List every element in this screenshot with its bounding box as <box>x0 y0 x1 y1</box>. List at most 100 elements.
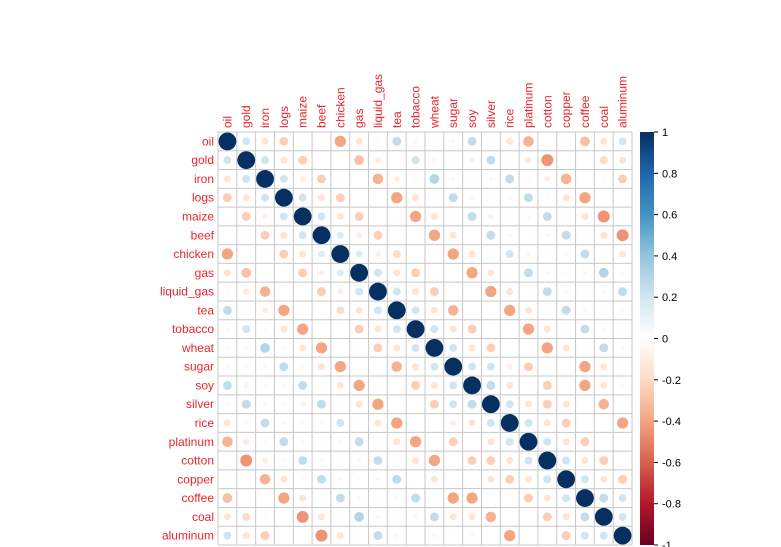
corr-circle-copper-maize <box>301 477 305 481</box>
corr-circle-tea-coffee <box>582 308 587 313</box>
corr-circle-wheat-maize <box>299 344 307 352</box>
corr-circle-iron-rice <box>505 174 515 184</box>
corr-circle-logs-tea <box>391 192 403 204</box>
corr-circle-rice-maize <box>301 421 305 425</box>
corr-circle-silver-logs <box>282 402 286 406</box>
corr-circle-copper-coffee <box>580 475 589 484</box>
corr-circle-oil-soy <box>467 136 477 146</box>
corr-circle-gas-tea <box>393 269 401 277</box>
corr-circle-tobacco-tea <box>392 325 401 334</box>
corr-circle-rice-gas <box>357 421 361 425</box>
corr-circle-platinum-maize <box>300 439 305 444</box>
col-label-cotton: cotton <box>540 95 554 128</box>
corr-circle-tea-copper <box>561 305 571 315</box>
corr-circle-beef-platinum <box>527 233 530 237</box>
corr-circle-maize-oil <box>226 215 229 218</box>
corr-circle-platinum-silver <box>487 438 495 446</box>
corr-circle-iron-oil <box>223 175 231 183</box>
corr-circle-copper-aluminum <box>618 474 628 484</box>
row-label-logs: logs <box>192 191 214 205</box>
corr-circle-copper-copper <box>557 470 576 489</box>
corr-circle-gold-logs <box>280 156 288 164</box>
corr-circle-chicken-coffee <box>580 249 590 259</box>
corr-circle-rice-liquid_gas <box>374 419 382 427</box>
corr-circle-maize-copper <box>564 214 568 219</box>
corr-circle-tea-platinum <box>525 306 532 314</box>
corr-circle-beef-coffee <box>583 233 587 237</box>
corr-circle-platinum-liquid_gas <box>376 440 380 444</box>
corr-circle-logs-platinum <box>524 193 533 203</box>
corr-circle-sugar-tobacco <box>412 363 420 371</box>
corr-circle-platinum-chicken <box>338 439 343 444</box>
corr-circle-chicken-copper <box>564 252 569 257</box>
corr-circle-maize-coffee <box>581 213 589 220</box>
corr-circle-platinum-soy <box>470 440 474 444</box>
corr-circle-tea-aluminum <box>620 308 625 313</box>
corr-circle-soy-tobacco <box>411 380 421 390</box>
corr-circle-cotton-chicken <box>339 459 342 462</box>
col-label-iron: iron <box>258 108 272 128</box>
corr-circle-gas-aluminum <box>621 271 625 275</box>
corr-circle-logs-gold <box>242 194 250 202</box>
corr-circle-oil-tea <box>392 136 402 146</box>
row-label-gas: gas <box>195 266 214 280</box>
corr-circle-coffee-cotton <box>543 494 551 502</box>
corr-circle-rice-oil <box>223 419 231 427</box>
colorbar-tick-label: 1 <box>662 127 668 139</box>
corr-circle-oil-gas <box>355 137 363 145</box>
corr-circle-iron-logs <box>279 174 288 183</box>
corr-circle-soy-iron <box>263 383 267 387</box>
corr-circle-copper-iron <box>259 474 271 485</box>
corr-circle-chicken-chicken <box>331 245 350 263</box>
corr-circle-iron-silver <box>488 176 493 181</box>
corr-circle-rice-silver <box>486 418 495 427</box>
col-label-tobacco: tobacco <box>409 86 423 128</box>
corr-circle-rice-copper <box>561 418 571 428</box>
corr-circle-iron-coal <box>602 177 606 181</box>
corr-circle-silver-cotton <box>542 399 552 409</box>
corr-circle-beef-cotton <box>545 233 550 238</box>
corr-circle-liquid_gas-beef <box>317 287 326 297</box>
corr-circle-liquid_gas-platinum <box>527 290 530 293</box>
corr-circle-sugar-gold <box>244 365 248 369</box>
corr-circle-chicken-cotton <box>546 252 549 256</box>
corr-circle-gold-iron <box>261 156 270 165</box>
colorbar-gradient <box>640 132 654 545</box>
corr-circle-iron-wheat <box>429 174 440 184</box>
corr-circle-beef-soy <box>470 233 474 237</box>
corr-circle-liquid_gas-iron <box>259 286 271 297</box>
corr-circle-oil-aluminum <box>618 137 627 146</box>
corr-circle-soy-rice <box>506 381 514 389</box>
corr-circle-coal-maize <box>296 510 309 523</box>
corr-circle-coal-oil <box>223 513 231 521</box>
col-label-copper: copper <box>559 91 573 128</box>
corr-circle-sugar-aluminum <box>621 365 624 368</box>
corr-circle-tea-logs <box>278 304 290 316</box>
corr-circle-aluminum-wheat <box>432 533 437 538</box>
corr-circle-gas-beef <box>318 269 325 276</box>
corr-circle-maize-gold <box>241 212 251 221</box>
corr-circle-beef-sugar <box>449 231 457 239</box>
corr-circle-sugar-soy <box>468 362 477 371</box>
corr-circle-gold-tobacco <box>411 156 420 165</box>
corr-circle-copper-tea <box>392 474 402 484</box>
corr-circle-soy-soy <box>463 376 481 395</box>
corr-circle-maize-soy <box>467 212 477 221</box>
corr-circle-coffee-soy <box>466 492 478 504</box>
corr-circle-wheat-tobacco <box>411 343 420 352</box>
col-label-beef: beef <box>315 104 329 128</box>
corr-circle-tobacco-logs <box>280 325 288 333</box>
corr-circle-logs-iron <box>261 193 270 202</box>
row-label-maize: maize <box>182 209 214 223</box>
corr-circle-silver-maize <box>300 401 306 407</box>
corr-circle-rice-sugar <box>450 420 457 426</box>
corr-circle-maize-beef <box>317 212 326 221</box>
corr-circle-cotton-gas <box>357 458 362 463</box>
corr-circle-oil-chicken <box>334 135 346 148</box>
corr-circle-cotton-soy <box>467 456 477 465</box>
corr-circle-wheat-coffee <box>583 346 587 350</box>
corr-circle-copper-chicken <box>338 477 343 482</box>
corr-circle-iron-gold <box>242 174 251 183</box>
corr-circle-aluminum-gas <box>357 534 361 538</box>
